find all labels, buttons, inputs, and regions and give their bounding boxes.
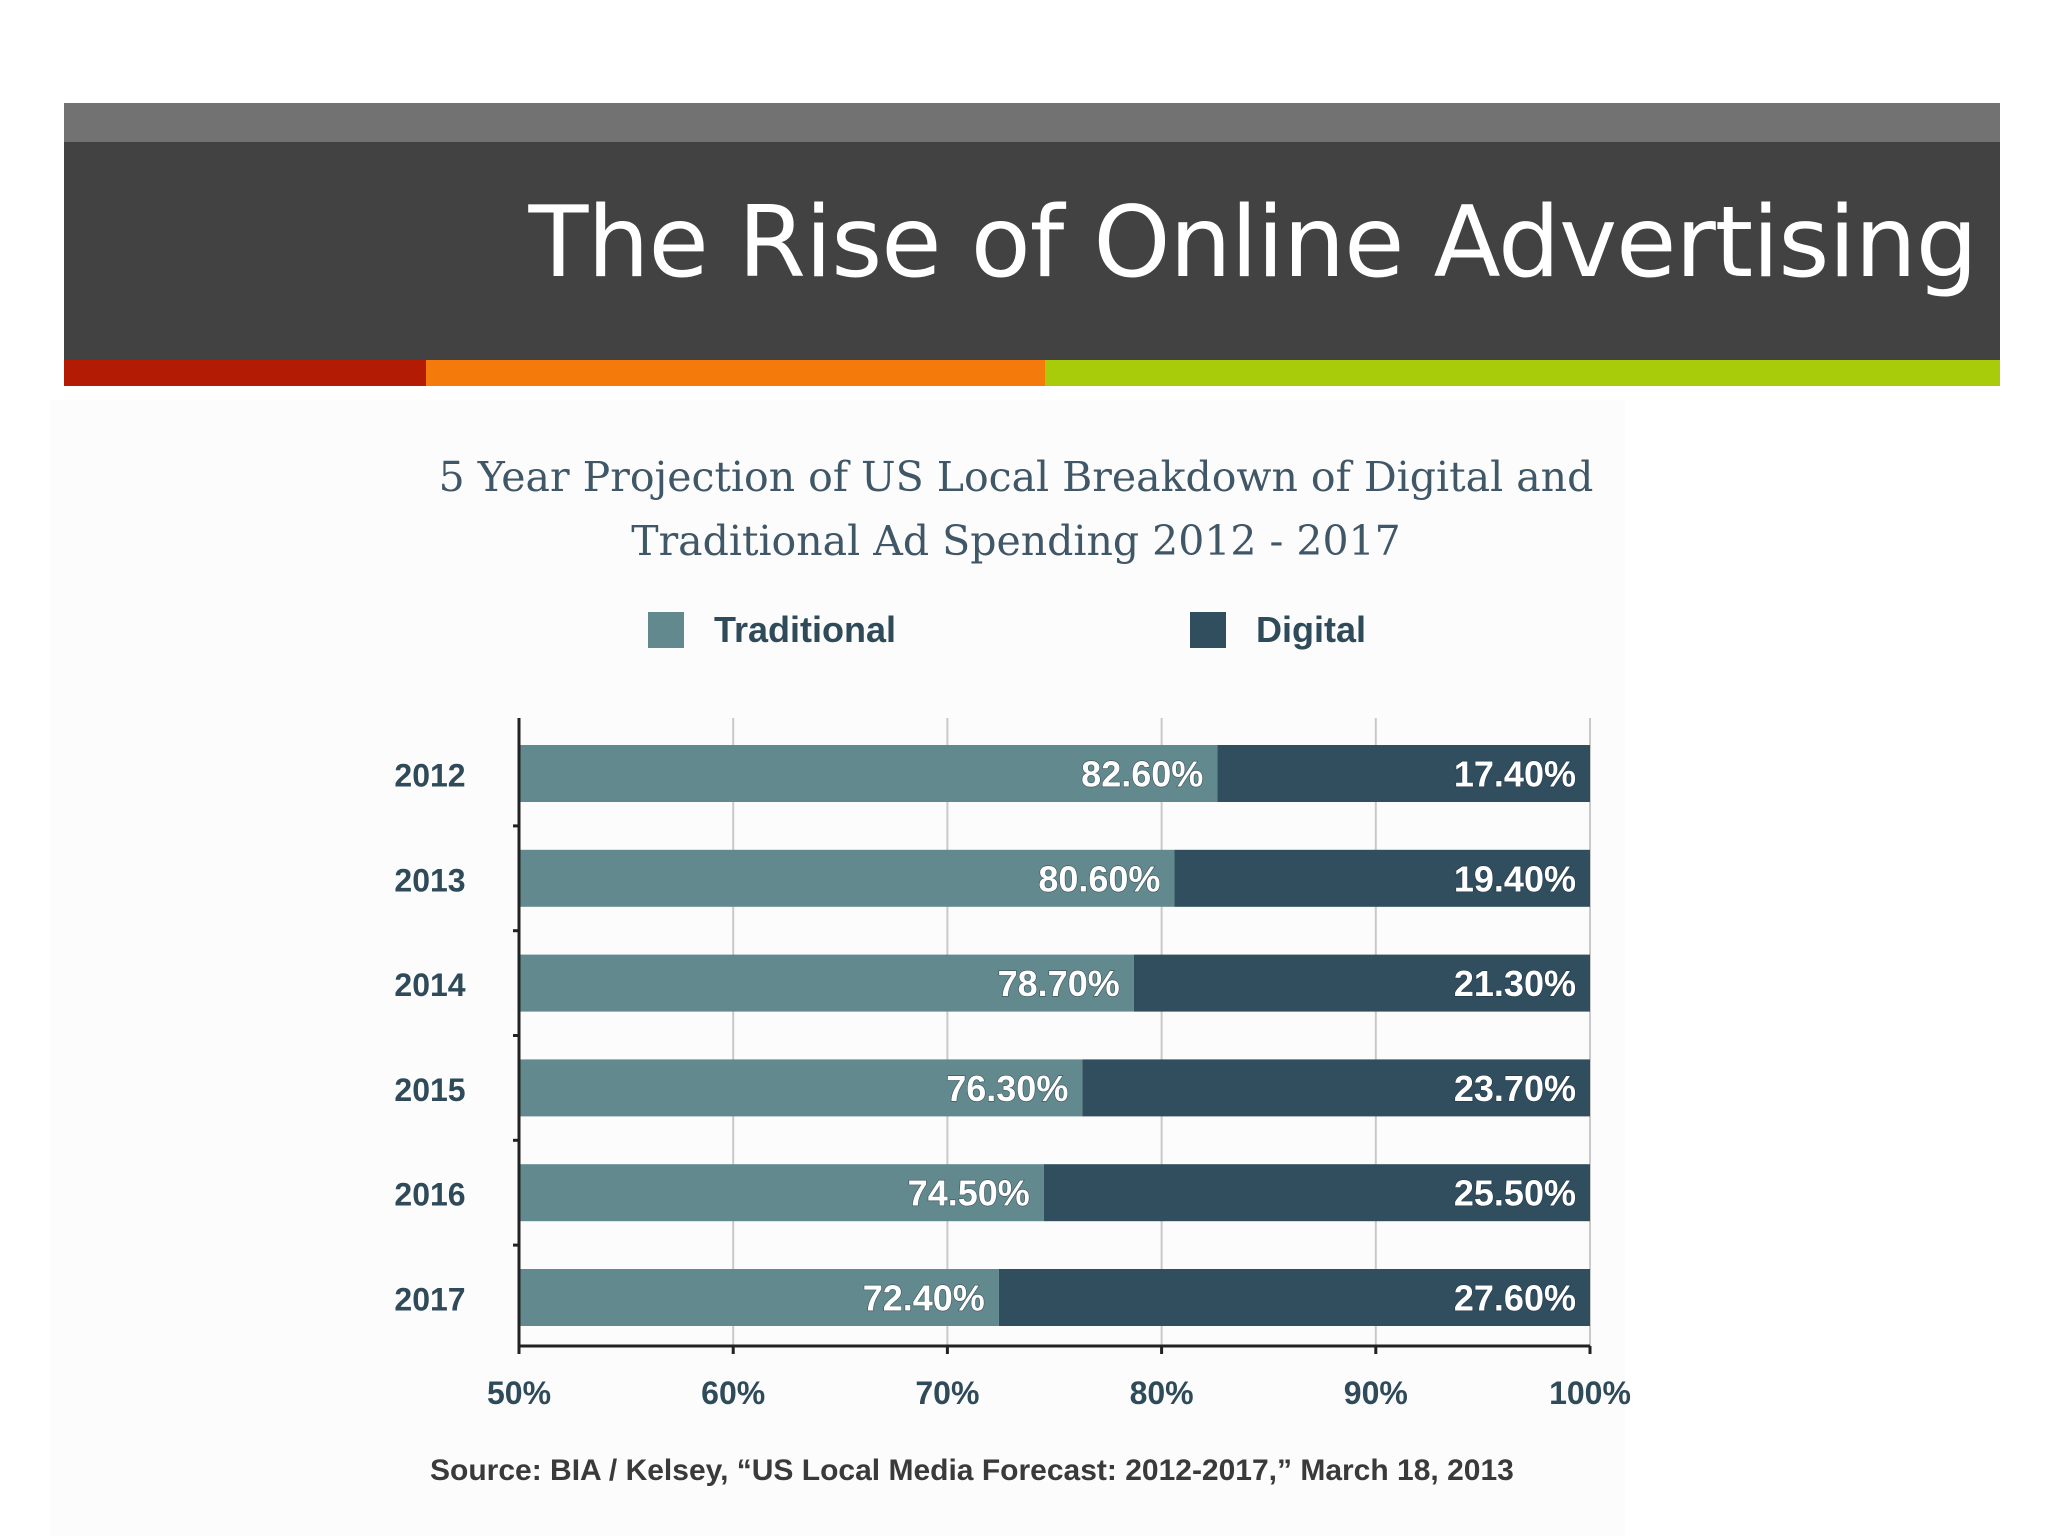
- y-tick-label-2014: 2014: [394, 967, 465, 1003]
- data-label-digital-2012: 17.40%: [1454, 754, 1576, 795]
- x-tick-label-50: 50%: [487, 1375, 551, 1411]
- data-label-traditional-2013: 80.60%: [1038, 858, 1160, 899]
- x-tick-label-60: 60%: [701, 1375, 765, 1411]
- header-top-band: [64, 103, 2000, 142]
- accent-stripe-red: [64, 360, 426, 386]
- slide-title: The Rise of Online Advertising: [528, 186, 1978, 300]
- legend-label-digital: Digital: [1256, 609, 1367, 650]
- bar-traditional-2012: [519, 745, 1218, 802]
- y-tick-label-2017: 2017: [394, 1282, 465, 1318]
- data-label-traditional-2017: 72.40%: [863, 1278, 985, 1319]
- bar-digital-2012: [1217, 745, 1590, 802]
- data-label-traditional-2016: 74.50%: [908, 1173, 1030, 1214]
- bar-traditional-2013: [519, 849, 1175, 907]
- x-tick-label-70: 70%: [915, 1375, 979, 1411]
- x-tick-label-80: 80%: [1130, 1375, 1194, 1411]
- chart-title: 5 Year Projection of US Local Breakdown …: [0, 445, 2040, 573]
- bar-traditional-2014: [519, 954, 1134, 1012]
- bar-digital-2015: [1082, 1059, 1590, 1117]
- y-tick-label-2015: 2015: [394, 1072, 465, 1108]
- y-tick-label-2012: 2012: [394, 758, 465, 794]
- bar-traditional-2016: [519, 1164, 1044, 1222]
- chart-title-line-2: Traditional Ad Spending 2012 - 2017: [631, 517, 1401, 565]
- data-label-digital-2013: 19.40%: [1454, 858, 1576, 899]
- legend-label-traditional: Traditional: [714, 609, 897, 650]
- bar-digital-2013: [1174, 849, 1590, 907]
- data-label-traditional-2014: 78.70%: [998, 963, 1120, 1004]
- y-tick-label-2013: 2013: [394, 862, 465, 898]
- bar-traditional-2017: [519, 1269, 999, 1326]
- data-label-digital-2016: 25.50%: [1454, 1173, 1576, 1214]
- legend-swatch-traditional: [648, 612, 684, 648]
- x-tick-label-90: 90%: [1344, 1375, 1408, 1411]
- accent-stripe-orange: [426, 360, 1045, 386]
- bar-digital-2014: [1133, 954, 1590, 1012]
- data-label-traditional-2012: 82.60%: [1081, 754, 1203, 795]
- legend-item-traditional: Traditional: [648, 608, 896, 652]
- y-tick-label-2016: 2016: [394, 1177, 465, 1213]
- legend-item-digital: Digital: [1190, 608, 1366, 652]
- header-band: The Rise of Online Advertising: [64, 142, 2000, 360]
- bar-traditional-2015: [519, 1059, 1083, 1117]
- data-label-traditional-2015: 76.30%: [946, 1068, 1068, 1109]
- bar-digital-2016: [1043, 1164, 1590, 1222]
- accent-stripe-green: [1045, 360, 2000, 386]
- data-label-digital-2017: 27.60%: [1454, 1278, 1576, 1319]
- data-label-digital-2015: 23.70%: [1454, 1068, 1576, 1109]
- chart-title-line-1: 5 Year Projection of US Local Breakdown …: [438, 453, 1594, 501]
- legend-swatch-digital: [1190, 612, 1226, 648]
- chart-source-note: Source: BIA / Kelsey, “US Local Media Fo…: [430, 1454, 1514, 1487]
- data-label-digital-2014: 21.30%: [1454, 963, 1576, 1004]
- bar-digital-2017: [998, 1269, 1590, 1326]
- x-tick-label-100: 100%: [1549, 1375, 1631, 1411]
